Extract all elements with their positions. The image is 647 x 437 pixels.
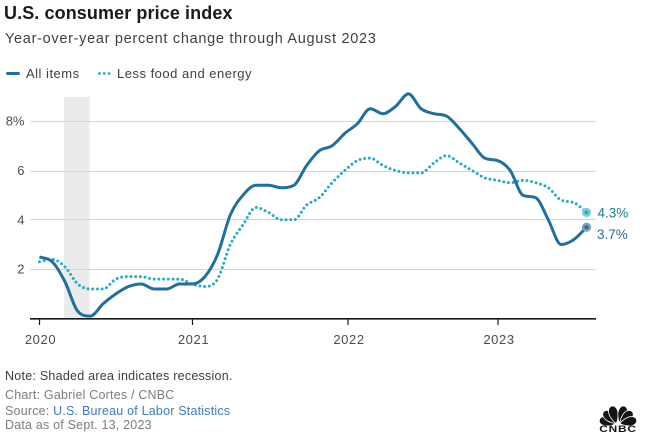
svg-text:3.7%: 3.7% xyxy=(597,227,628,242)
svg-text:4.3%: 4.3% xyxy=(598,206,629,221)
svg-text:2022: 2022 xyxy=(333,332,364,347)
svg-text:2021: 2021 xyxy=(178,332,209,347)
svg-text:8%: 8% xyxy=(6,114,25,129)
svg-text:6: 6 xyxy=(17,163,24,178)
svg-text:CNBC: CNBC xyxy=(599,424,636,434)
svg-text:2: 2 xyxy=(17,262,24,277)
svg-text:2023: 2023 xyxy=(483,332,514,347)
svg-text:4: 4 xyxy=(17,212,24,227)
svg-text:2020: 2020 xyxy=(25,332,56,347)
